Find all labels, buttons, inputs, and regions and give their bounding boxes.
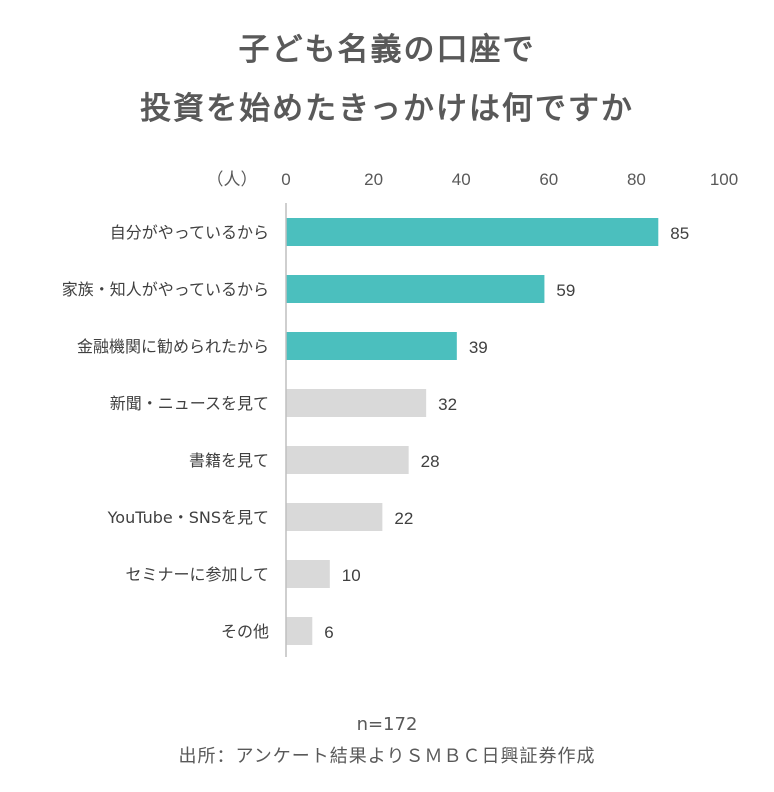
bar (286, 560, 330, 588)
bar (286, 446, 409, 474)
sample-size-note: n=172 (356, 714, 418, 735)
bar (286, 218, 659, 246)
data-label: 32 (438, 395, 457, 414)
category-label: YouTube・SNSを見て (107, 508, 269, 527)
category-label: 自分がやっているから (110, 223, 269, 242)
bar (286, 617, 313, 645)
x-tick-label: 40 (452, 170, 471, 189)
chart-title-line2: 投資を始めたきっかけは何ですか (140, 91, 634, 127)
x-tick-label: 0 (281, 170, 290, 189)
category-label: 家族・知人がやっているから (62, 280, 269, 299)
x-tick-label: 80 (627, 170, 646, 189)
category-label: その他 (221, 622, 269, 641)
x-tick-label: 20 (364, 170, 383, 189)
data-label: 39 (469, 338, 488, 357)
x-tick-label: 60 (539, 170, 558, 189)
category-label: セミナーに参加して (125, 565, 269, 584)
category-label: 書籍を見て (189, 451, 269, 470)
data-label: 59 (556, 281, 575, 300)
axis-unit-label: （人） (207, 170, 258, 190)
data-label: 10 (342, 566, 361, 585)
source-note: 出所：アンケート結果よりＳＭＢＣ日興証券作成 (178, 746, 596, 767)
chart-title-line1: 子ども名義の口座で (238, 32, 536, 68)
data-label: 28 (421, 452, 440, 471)
data-label: 85 (670, 224, 689, 243)
bar (286, 503, 383, 531)
category-label: 新聞・ニュースを見て (110, 394, 269, 413)
bar (286, 389, 427, 417)
bar (286, 275, 545, 303)
bar (286, 332, 457, 360)
data-label: 22 (394, 509, 413, 528)
x-tick-label: 100 (710, 170, 738, 189)
data-label: 6 (324, 623, 333, 642)
category-label: 金融機関に勧められたから (77, 337, 269, 356)
